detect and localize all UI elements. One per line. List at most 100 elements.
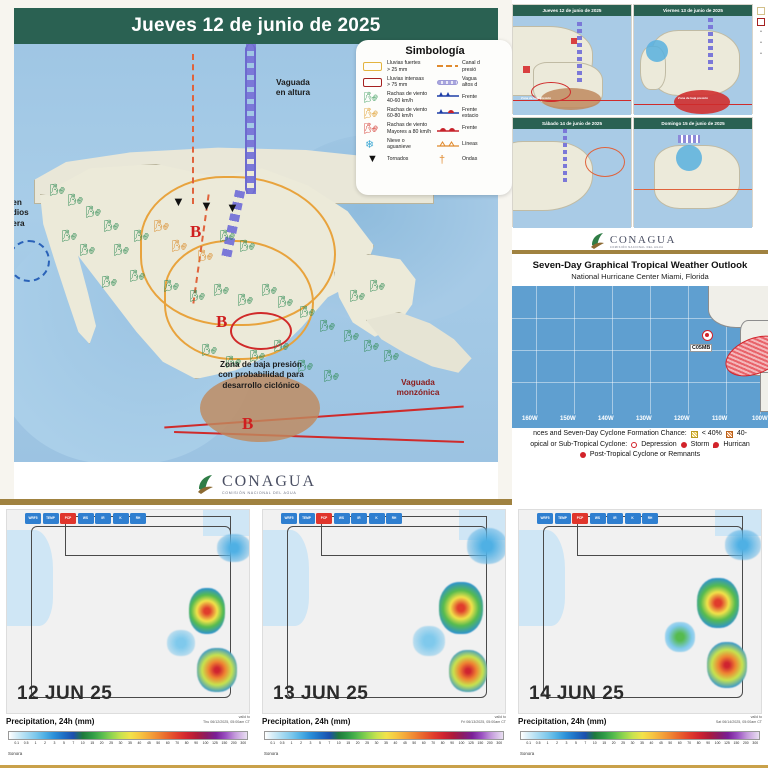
layer-button-ws[interactable]: WS — [589, 513, 606, 524]
canal-presion-icon — [437, 60, 459, 73]
water-body-gulf — [519, 530, 565, 626]
conagua-brand: CONAGUA — [609, 233, 677, 246]
colorbar-tick: 30 — [630, 741, 635, 745]
colorbar-tick: 45 — [658, 741, 663, 745]
layer-button-ir[interactable]: IR — [607, 513, 623, 524]
layer-button-rh[interactable]: RH — [130, 513, 146, 524]
legend-label: Tornados — [387, 156, 409, 163]
layer-button-k[interactable]: K — [624, 513, 641, 524]
layer-button-temp[interactable]: TEMP — [554, 513, 571, 524]
legend-sublabel: > 75 mm — [387, 82, 408, 88]
nhc-hurricane-label: Hurrican — [723, 440, 750, 448]
nhc-outlook-panel: Seven-Day Graphical Tropical Weather Out… — [512, 254, 768, 500]
colorbar-tick: 70 — [175, 741, 180, 745]
colorbar-tick: 0.1 — [526, 741, 532, 745]
colorbar-tick: 30 — [374, 741, 379, 745]
colorbar-tick: 50 — [412, 741, 417, 745]
layer-button-pcp[interactable]: PCP — [572, 513, 588, 524]
legend-item: Frente estacio — [437, 107, 508, 120]
nhc-chance-low: < 40% — [701, 430, 722, 437]
gold-divider — [512, 765, 768, 768]
precip-map-canvas[interactable]: WRF5 TEMP PCP WS IR K RH 12 JUN 25 — [6, 509, 250, 714]
precip-colorbar-ticks: 0.1 0.5 1 2 3 5 7 10 15 20 25 30 35 40 45 50 60 70 80 90 100… — [520, 741, 760, 750]
precip-date-label: 12 JUN 25 — [17, 683, 113, 704]
precip-colorbar — [8, 731, 248, 740]
precip-region-label: Sonora — [520, 751, 535, 756]
precip-cell — [725, 530, 761, 560]
colorbar-tick: 10 — [336, 741, 341, 745]
precip-caption: Precipitation, 24h (mm) — [518, 717, 607, 726]
legend-item: † Ondas — [437, 153, 508, 166]
landmass-north-america — [708, 286, 768, 328]
low-pressure-marker-b2: B — [216, 312, 228, 331]
layer-button-rh[interactable]: RH — [642, 513, 658, 524]
layer-button-temp[interactable]: TEMP — [42, 513, 59, 524]
layer-button-pcp[interactable]: PCP — [316, 513, 332, 524]
lon-tick: 150W — [560, 416, 576, 422]
wind-red-icon: 🌬 — [364, 123, 378, 135]
colorbar-tick: 15 — [602, 741, 607, 745]
upper-trough-symbol — [246, 44, 256, 194]
storm-label: C05MB — [690, 344, 713, 352]
low-pressure-marker-b1: B — [190, 222, 202, 241]
nhc-map-canvas[interactable]: C05MB — [512, 286, 768, 414]
legend-sublabel: 60-80 km/h — [387, 113, 413, 119]
colorbar-tick: 1 — [34, 741, 37, 745]
colorbar-tick: 50 — [668, 741, 673, 745]
lon-tick: 120W — [674, 416, 690, 422]
colorbar-tick: 40 — [393, 741, 398, 745]
layer-button-rh[interactable]: RH — [386, 513, 402, 524]
map-layer-toolbar[interactable]: WRF5 TEMP PCP WS IR K RH — [25, 513, 146, 524]
legend-item: Frente — [437, 122, 508, 135]
forecast-panel-saturday[interactable]: Sábado 14 de junio de 2025 — [512, 117, 632, 228]
precip-map-canvas[interactable]: WRF5 TEMP PCP WS IR K RH 14 JUN 25 — [518, 509, 762, 714]
lon-tick: 160W — [522, 416, 538, 422]
precip-timestamp: valid to Thu 06/12/2025, 05:00am CT — [203, 715, 250, 725]
colorbar-tick: 40 — [137, 741, 142, 745]
forecast-panel-title: Viernes 13 de junio de 2025 — [663, 8, 723, 13]
colorbar-tick: 60 — [677, 741, 682, 745]
layer-button-k[interactable]: K — [368, 513, 385, 524]
layer-button-ir[interactable]: IR — [351, 513, 367, 524]
forecast-panel-thursday[interactable]: Jueves 12 de junio de 2025 Zona de baja … — [512, 4, 632, 115]
legend-title: Simbología — [405, 45, 465, 57]
forecast-panel-title: Jueves 12 de junio de 2025 — [542, 8, 602, 13]
layer-button-wrf5[interactable]: WRF5 — [281, 513, 297, 524]
legend-item: Frente — [437, 91, 508, 104]
layer-button-pcp[interactable]: PCP — [60, 513, 76, 524]
layer-button-wrf5[interactable]: WRF5 — [537, 513, 553, 524]
forecast-conagua-footer: CONAGUA COMISIÓN NACIONAL DEL AGUA — [512, 228, 754, 254]
nhc-chance-mid: 40- — [736, 430, 747, 437]
colorbar-tick: 15 — [90, 741, 95, 745]
conagua-brand: CONAGUA — [222, 472, 316, 490]
wind-green-icon: 🌬 — [364, 92, 378, 104]
conagua-subtitle: COMISIÓN NACIONAL DEL AGUA — [222, 490, 297, 495]
precip-caption: Precipitation, 24h (mm) — [262, 717, 351, 726]
forecast-panel-title: Sábado 14 de junio de 2025 — [542, 121, 602, 126]
map-legend: Simbología Lluvias fuertes > 25 mm Lluvia… — [356, 40, 512, 195]
layer-button-wrf5[interactable]: WRF5 — [25, 513, 41, 524]
lineas-icon — [437, 138, 459, 151]
map-layer-toolbar[interactable]: WRF5 TEMP PCP WS IR K RH — [281, 513, 402, 524]
layer-button-ir[interactable]: IR — [95, 513, 111, 524]
colorbar-tick: 20 — [99, 741, 104, 745]
layer-button-k[interactable]: K — [112, 513, 129, 524]
onda-tropical-icon: † — [439, 154, 446, 166]
colorbar-tick: 35 — [640, 741, 644, 745]
frente-calido-icon — [437, 122, 459, 135]
layer-button-ws[interactable]: WS — [333, 513, 350, 524]
colorbar-tick: 150 — [477, 741, 484, 745]
map-layer-toolbar[interactable]: WRF5 TEMP PCP WS IR K RH — [537, 513, 658, 524]
legend-sublabel: presió — [462, 66, 477, 73]
precip-cell — [467, 528, 505, 564]
layer-button-ws[interactable]: WS — [77, 513, 94, 524]
colorbar-tick: 0.5 — [279, 741, 285, 745]
nhc-legend-row-chance: nces and Seven-Day Cyclone Formation Cha… — [512, 429, 768, 440]
legend-sublabel: Mayores a 80 km/h — [387, 128, 432, 135]
forecast-panel-sunday[interactable]: Domingo 15 de junio de 2025 — [633, 117, 753, 228]
precip-map-canvas[interactable]: WRF5 TEMP PCP WS IR K RH 13 JUN 25 — [262, 509, 506, 714]
forecast-panel-friday[interactable]: Viernes 13 de junio de 2025 Zona de baja… — [633, 4, 753, 115]
layer-button-temp[interactable]: TEMP — [298, 513, 315, 524]
legend-item: 🌬 Rachas de viento 60-80 km/h — [362, 107, 433, 120]
precip-colorbar — [520, 731, 760, 740]
